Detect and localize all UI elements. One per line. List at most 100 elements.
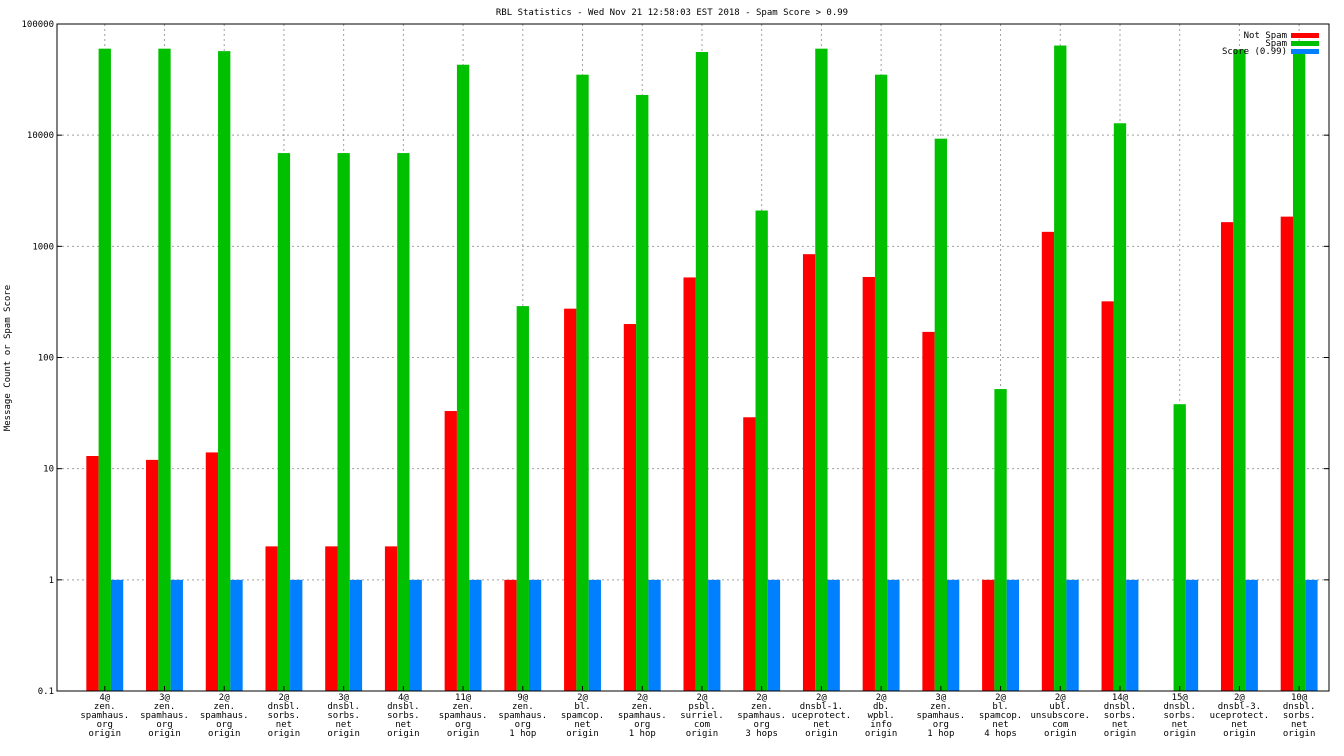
bar-spam bbox=[277, 153, 291, 691]
x-tick-label-line: uceprotect. bbox=[792, 711, 852, 721]
x-tick-label: 2@ dnsbl-3. uceprotect. net origin bbox=[1210, 693, 1270, 739]
x-tick-label-line: 3 hops bbox=[745, 729, 778, 739]
bar-not-spam bbox=[504, 579, 517, 691]
bar-not-spam bbox=[623, 324, 637, 691]
x-tick-label-line: 11@ bbox=[455, 693, 472, 703]
y-tick-label: 10000 bbox=[27, 131, 54, 141]
x-tick-label-line: spamhaus. bbox=[498, 711, 547, 721]
x-tick-label-line: dnsbl. bbox=[387, 702, 420, 712]
x-tick-label-line: org bbox=[933, 720, 949, 730]
bar-score-0-99 bbox=[1066, 579, 1079, 691]
x-tick-label-line: net bbox=[336, 720, 352, 730]
x-tick-label: 11@ zen. spamhaus. org origin bbox=[439, 693, 488, 739]
bar-score-0-99 bbox=[110, 579, 124, 691]
bar-not-spam bbox=[982, 579, 995, 691]
x-tick-label-line: 2@ bbox=[876, 693, 887, 703]
bar-spam bbox=[337, 153, 350, 691]
x-tick-label-line: origin bbox=[865, 729, 898, 739]
x-tick-label-line: zen. bbox=[94, 702, 116, 712]
y-axis-label: Message Count or Spam Score bbox=[3, 285, 13, 431]
x-tick-label-line: zen. bbox=[154, 702, 176, 712]
bar-spam bbox=[98, 48, 111, 692]
bar-spam bbox=[1173, 404, 1186, 691]
x-tick-label-line: 2@ bbox=[756, 693, 767, 703]
bar-score-0-99 bbox=[767, 579, 781, 691]
bar-not-spam bbox=[86, 455, 99, 691]
x-tick-label-line: com bbox=[694, 720, 710, 730]
x-tick-label-line: wpbl. bbox=[868, 711, 895, 721]
x-tick-label-line: 2@ bbox=[1234, 693, 1245, 703]
bar-score-0-99 bbox=[170, 579, 183, 691]
bar-not-spam bbox=[683, 277, 696, 691]
x-tick-label-line: dnsbl-3. bbox=[1218, 702, 1261, 712]
x-tick-label-line: 2@ bbox=[637, 693, 648, 703]
bar-spam bbox=[1292, 49, 1306, 691]
bar-spam bbox=[397, 153, 410, 691]
x-tick-label-line: 2@ bbox=[697, 693, 708, 703]
x-tick-label-line: zen. bbox=[213, 702, 235, 712]
bar-score-0-99 bbox=[946, 579, 960, 691]
x-tick-label-line: spamhaus. bbox=[916, 711, 965, 721]
x-tick-label-line: 9@ bbox=[517, 693, 528, 703]
x-tick-label-line: 15@ bbox=[1172, 693, 1189, 703]
y-tick-label: 10 bbox=[43, 465, 54, 475]
x-tick-label-line: 14@ bbox=[1112, 693, 1129, 703]
x-tick-label: 3@ zen. spamhaus. org origin bbox=[140, 693, 189, 739]
bar-spam bbox=[158, 48, 171, 692]
bar-not-spam bbox=[384, 546, 398, 691]
x-tick-label: 2@ zen. spamhaus. org origin bbox=[200, 693, 249, 739]
x-tick-label: 2@ dnsbl. sorbs. net origin bbox=[268, 693, 301, 739]
x-tick-label-line: bl. bbox=[992, 702, 1008, 712]
x-tick-label-line: origin bbox=[208, 729, 241, 739]
x-tick-label-line: dnsbl. bbox=[268, 702, 301, 712]
x-tick-label-line: uceprotect. bbox=[1210, 711, 1270, 721]
x-tick-label-line: origin bbox=[686, 729, 719, 739]
x-tick-label-line: db. bbox=[873, 702, 889, 712]
x-tick-label-line: sorbs. bbox=[1163, 711, 1196, 721]
bar-spam bbox=[1113, 123, 1127, 692]
x-tick-label-line: spamhaus. bbox=[140, 711, 189, 721]
bar-not-spam bbox=[205, 452, 219, 691]
x-tick-label-line: net bbox=[813, 720, 829, 730]
x-tick-label-line: org bbox=[515, 720, 531, 730]
x-tick-label-line: origin bbox=[1223, 729, 1256, 739]
bar-spam bbox=[636, 94, 649, 691]
x-tick-label-line: unsubscore. bbox=[1030, 711, 1090, 721]
x-tick-label-line: org bbox=[156, 720, 172, 730]
bar-score-0-99 bbox=[230, 579, 243, 691]
bar-not-spam bbox=[325, 546, 338, 691]
x-tick-label-line: zen. bbox=[930, 702, 952, 712]
x-tick-label-line: 10@ bbox=[1291, 693, 1308, 703]
bar-not-spam bbox=[743, 417, 756, 691]
x-tick-label: 15@ dnsbl. sorbs. net origin bbox=[1163, 693, 1196, 739]
legend-swatch bbox=[1291, 41, 1319, 46]
bar-spam bbox=[994, 389, 1007, 691]
bar-not-spam bbox=[444, 411, 457, 691]
legend-swatch bbox=[1291, 49, 1319, 54]
x-tick-label-line: sorbs. bbox=[1283, 711, 1316, 721]
bar-not-spam bbox=[1280, 216, 1293, 691]
x-tick-label-line: net bbox=[1172, 720, 1188, 730]
bar-not-spam bbox=[1041, 231, 1055, 692]
x-tick-label-line: origin bbox=[1163, 729, 1196, 739]
bar-spam bbox=[815, 48, 828, 692]
bar-not-spam bbox=[802, 254, 816, 691]
bar-score-0-99 bbox=[1006, 579, 1019, 691]
x-tick-label-line: 2@ bbox=[1055, 693, 1066, 703]
x-tick-label-line: sorbs. bbox=[268, 711, 301, 721]
y-tick-label: 100000 bbox=[21, 20, 54, 30]
bar-score-0-99 bbox=[827, 579, 840, 691]
bar-not-spam bbox=[146, 459, 159, 691]
x-tick-label-line: origin bbox=[805, 729, 838, 739]
x-tick-label: 2@ zen. spamhaus. org 3 hops bbox=[737, 693, 786, 739]
x-tick-label-line: net bbox=[1291, 720, 1307, 730]
x-tick-label-line: 1 hop bbox=[927, 729, 954, 739]
x-tick-label-line: 1 hop bbox=[509, 729, 536, 739]
bar-not-spam bbox=[265, 546, 278, 691]
bar-spam bbox=[874, 74, 888, 691]
y-axis-ticks: 0.1 1 10 100 1000 10000 100000 bbox=[21, 20, 1329, 697]
x-tick-label-line: sorbs. bbox=[327, 711, 360, 721]
bar-score-0-99 bbox=[708, 579, 721, 691]
x-tick-label: 2@ bl. spamcop. net 4 hops bbox=[979, 693, 1022, 739]
